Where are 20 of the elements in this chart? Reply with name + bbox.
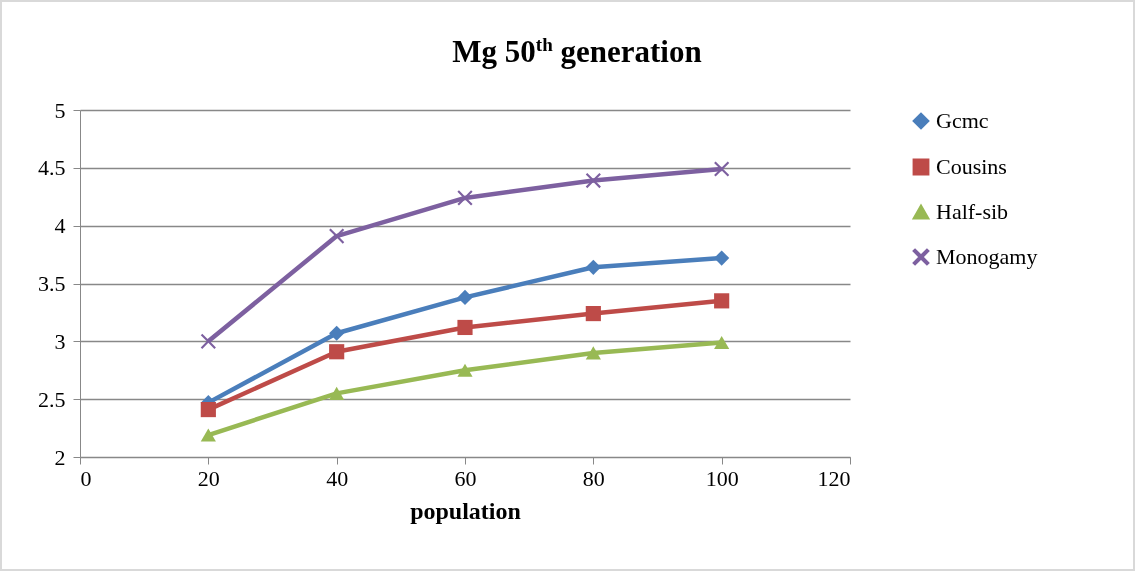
x-tick-label: 60: [454, 465, 477, 491]
legend-label: Gcmc: [936, 108, 989, 133]
y-tick-label: 5: [54, 97, 66, 123]
x-tick-label: 80: [582, 465, 605, 491]
y-tick-label: 2.5: [38, 386, 66, 412]
y-tick-label: 3: [54, 328, 66, 354]
legend-label: Half-sib: [936, 199, 1009, 224]
x-axis-title: population: [410, 497, 521, 524]
x-tick-label: 40: [326, 465, 349, 491]
legend-label: Monogamy: [936, 244, 1038, 269]
y-tick-label: 4.5: [38, 155, 66, 181]
x-tick-label: 120: [817, 465, 851, 491]
x-tick-label: 0: [80, 465, 92, 491]
y-tick-label: 3.5: [38, 271, 66, 296]
x-tick-label: 20: [197, 465, 220, 491]
y-tick-label: 4: [54, 213, 66, 239]
y-tick-label: 2: [54, 444, 66, 470]
x-tick-label: 100: [705, 465, 739, 491]
legend-label: Cousins: [936, 154, 1007, 179]
chart-title: Mg 50$^{th}$ generation: [451, 34, 703, 71]
